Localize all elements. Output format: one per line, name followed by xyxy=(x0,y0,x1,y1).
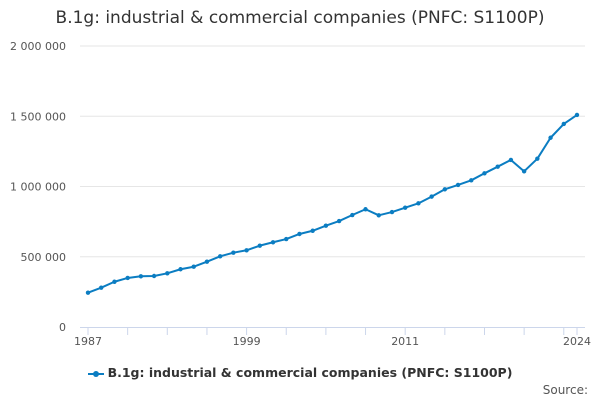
data-point xyxy=(204,259,210,264)
chart-title: B.1g: industrial & commercial companies … xyxy=(55,8,545,28)
data-point xyxy=(323,223,329,228)
x-tick-label: 1999 xyxy=(233,335,261,348)
data-point xyxy=(376,213,381,218)
data-point xyxy=(125,275,130,281)
x-tick-label: 2011 xyxy=(391,335,419,348)
source-label: Source: xyxy=(542,383,588,397)
data-point xyxy=(363,207,368,212)
data-point xyxy=(138,274,144,279)
data-point xyxy=(469,178,474,183)
data-point xyxy=(508,157,514,163)
data-point xyxy=(257,243,263,248)
legend[interactable]: B.1g: industrial & commercial companies … xyxy=(0,365,600,380)
data-point xyxy=(165,271,170,276)
data-point xyxy=(231,250,236,255)
y-tick-label: 500 000 xyxy=(21,251,67,264)
legend-label: B.1g: industrial & commercial companies … xyxy=(107,365,513,380)
data-point xyxy=(442,187,448,192)
x-tick-label: 1987 xyxy=(74,335,102,348)
data-point xyxy=(350,212,355,218)
data-point xyxy=(191,264,196,269)
data-point xyxy=(535,156,540,161)
data-point xyxy=(561,121,566,127)
data-point xyxy=(178,267,183,272)
legend-line-marker-icon xyxy=(87,370,104,377)
data-point xyxy=(521,169,527,174)
data-point xyxy=(389,209,395,215)
data-point xyxy=(416,201,421,206)
data-point xyxy=(244,248,249,253)
data-point xyxy=(482,171,487,176)
data-point xyxy=(112,279,117,284)
data-point xyxy=(85,290,91,295)
data-point xyxy=(548,135,553,140)
data-point xyxy=(99,285,104,290)
data-point xyxy=(429,194,434,199)
y-tick-label: 1 500 000 xyxy=(10,110,66,123)
data-point xyxy=(402,205,408,210)
y-tick-label: 0 xyxy=(59,321,66,334)
data-point xyxy=(217,254,223,259)
y-tick-label: 1 000 000 xyxy=(10,181,66,194)
data-point xyxy=(336,218,342,224)
data-point xyxy=(310,228,315,233)
data-point xyxy=(284,236,289,242)
data-point xyxy=(495,164,500,169)
series-line xyxy=(87,114,578,294)
data-point xyxy=(455,182,461,188)
y-tick-label: 2 000 000 xyxy=(10,40,66,53)
x-tick-label: 2024 xyxy=(563,335,591,348)
data-point xyxy=(574,112,580,118)
data-point xyxy=(270,240,276,245)
data-point xyxy=(151,273,157,279)
data-point xyxy=(297,231,302,237)
